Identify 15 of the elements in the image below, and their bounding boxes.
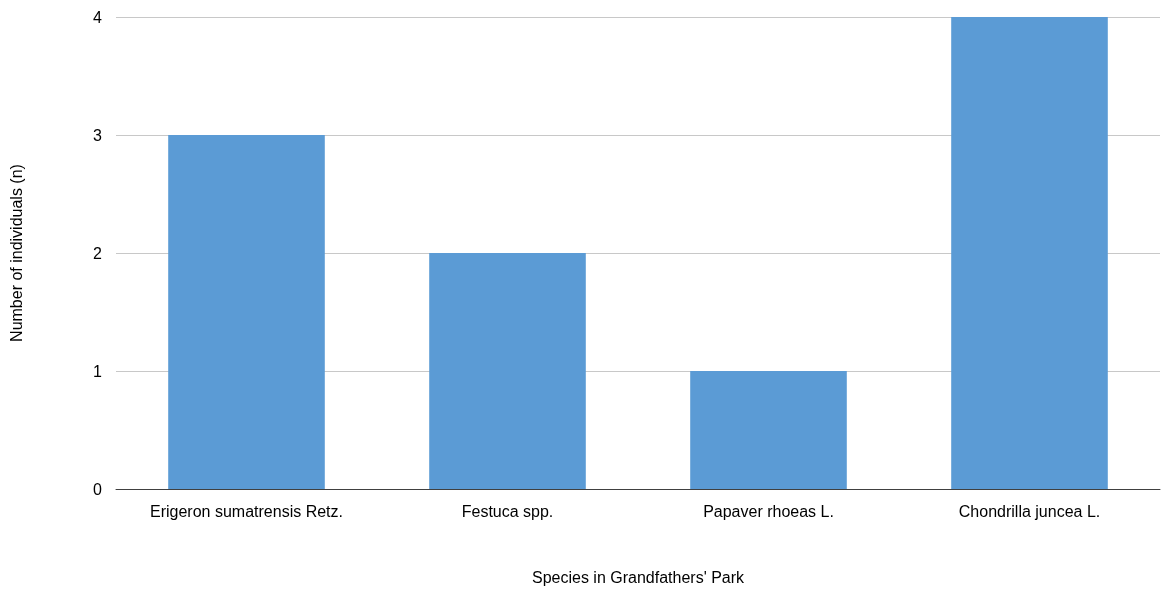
x-tick-label: Chondrilla juncea L. xyxy=(958,502,1101,520)
y-tick-label: 4 xyxy=(93,8,103,26)
x-axis-title: Species in Grandfathers' Park xyxy=(531,568,746,586)
x-tick-label: Festuca spp. xyxy=(461,502,554,520)
y-tick-label: 3 xyxy=(93,126,103,144)
x-tick-label: Erigeron sumatrensis Retz. xyxy=(150,502,343,520)
bar xyxy=(168,135,325,489)
bar xyxy=(690,371,847,489)
y-tick-label: 2 xyxy=(93,244,103,262)
x-tick-label: Papaver rhoeas L. xyxy=(703,502,834,520)
bar xyxy=(951,17,1108,489)
y-tick-label: 0 xyxy=(93,480,103,498)
bar xyxy=(429,253,586,489)
y-tick-label: 1 xyxy=(93,362,103,380)
y-axis-title: Number of individuals (n) xyxy=(7,164,25,342)
